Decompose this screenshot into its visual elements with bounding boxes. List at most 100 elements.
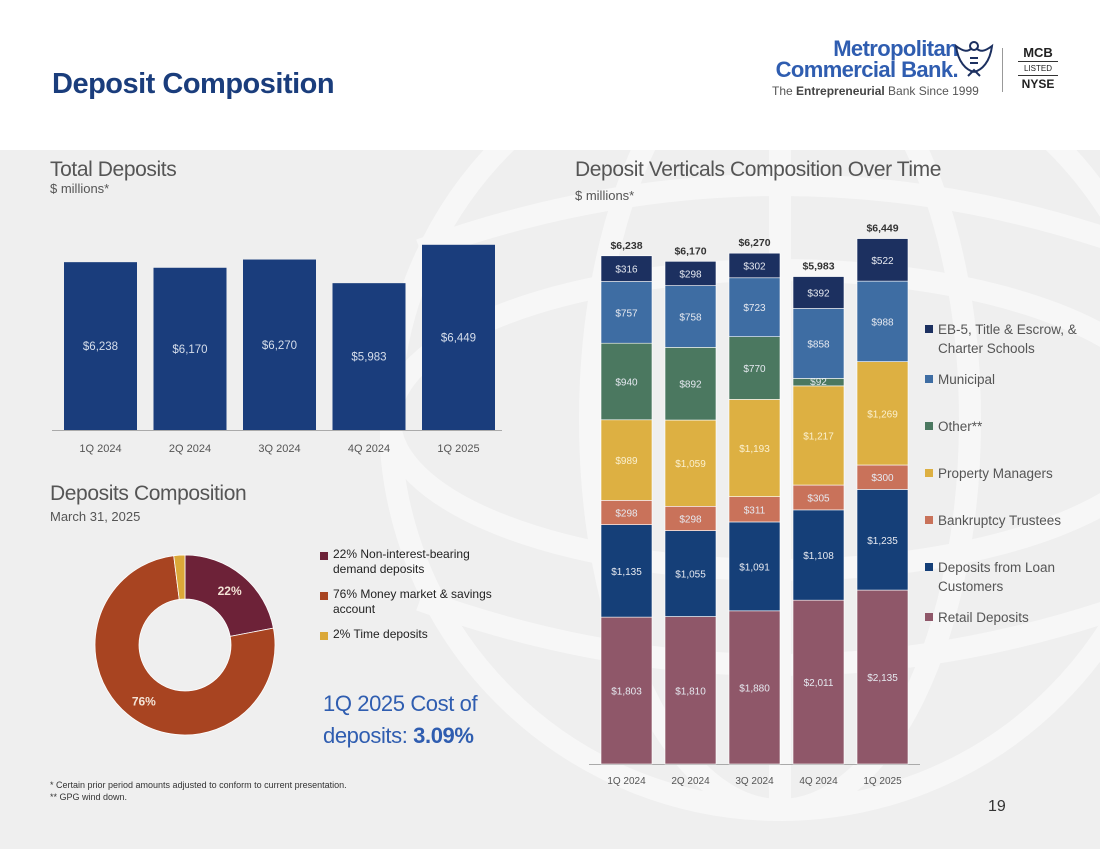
donut-legend-item: 2% Time deposits: [320, 627, 495, 642]
stacked-segment-label: $311: [744, 505, 766, 516]
total-bar-label: $6,170: [172, 344, 207, 356]
total-deposits-title: Total Deposits: [50, 158, 177, 181]
stacked-segment-municipal: [664, 285, 717, 348]
donut-legend-item: 22% Non-interest-bearing demand deposits: [320, 547, 495, 577]
total-deposits-subtitle: $ millions*: [50, 181, 110, 196]
legend-swatch: [320, 552, 328, 560]
legend-swatch: [925, 325, 933, 333]
cost-of-deposits-value: 3.09%: [413, 723, 474, 748]
nyse-ticker-badge: MCB LISTED NYSE: [1018, 46, 1058, 91]
stacked-segment-eb5: [856, 238, 909, 282]
verticals-legend-item: Bankruptcy Trustees: [925, 511, 1090, 530]
total-bar-label: $6,270: [262, 340, 297, 352]
logo-name: Metropolitan Commercial Bank.: [775, 36, 959, 82]
stacked-segment-label: $758: [679, 312, 702, 323]
total-bar-label: $5,983: [351, 352, 386, 364]
company-logo: Metropolitan Commercial Bank. The Entrep…: [770, 36, 1070, 106]
stacked-segment-municipal: [728, 277, 781, 337]
stacked-segment-eb5: [728, 252, 781, 279]
stacked-segment-label: $858: [807, 339, 830, 350]
total-bar: [422, 244, 495, 430]
stacked-segment-label: $302: [743, 261, 766, 272]
stacked-segment-label: $298: [679, 269, 702, 280]
footnote-1: * Certain prior period amounts adjusted …: [50, 780, 347, 790]
donut-legend-label: 22% Non-interest-bearing demand deposits: [333, 547, 470, 576]
stacked-segment-retail: [664, 616, 717, 765]
stacked-segment-label: $392: [807, 289, 830, 300]
stacked-segment-label: $305: [807, 493, 830, 504]
stacked-segment-other: [728, 336, 781, 400]
total-deposits-chart: $6,238 1Q 2024 $6,170 2Q 2024 $6,270 3Q 2024 $…: [52, 244, 502, 455]
deposits-composition-subtitle: March 31, 2025: [50, 509, 141, 524]
donut-legend-item: 76% Money market & savings account: [320, 587, 495, 617]
stacked-segment-property: [728, 399, 781, 497]
deposits-composition-donut: 22% 76%: [94, 554, 276, 736]
stacked-total-label: $6,238: [610, 240, 642, 252]
stacked-segment-retail: [728, 610, 781, 765]
stacked-segment-label: $300: [871, 473, 894, 484]
verticals-legend-item: Deposits from Loan Customers: [925, 558, 1090, 596]
stacked-segment-label: $1,193: [739, 444, 770, 455]
total-x-tick: 3Q 2024: [258, 443, 300, 455]
stacked-segment-label: $1,055: [675, 570, 706, 581]
stacked-total-label: $5,983: [802, 261, 834, 273]
verticals-legend-item: Property Managers: [925, 464, 1090, 483]
total-x-tick: 1Q 2024: [79, 443, 121, 455]
stacked-segment-label: $2,135: [867, 673, 898, 684]
stacked-segment-label: $892: [679, 380, 702, 391]
stacked-segment-label: $298: [615, 509, 638, 520]
legend-swatch: [925, 469, 933, 477]
stacked-segment-label: $757: [615, 308, 638, 319]
stacked-segment-property: [664, 419, 717, 507]
verticals-legend-item: Other**: [925, 417, 1090, 436]
donut-slice-label: 76%: [132, 695, 156, 709]
eagle-icon: [954, 41, 994, 77]
verticals-legend-label: Other**: [938, 419, 983, 434]
stacked-total-label: $6,170: [674, 245, 706, 257]
stacked-segment-municipal: [600, 281, 653, 344]
stacked-segment-retail: [600, 616, 653, 765]
verticals-legend: EB-5, Title & Escrow, & Charter Schools M…: [925, 320, 1090, 627]
cost-of-deposits-note: 1Q 2025 Cost of deposits: 3.09%: [323, 691, 478, 748]
footnote-2: ** GPG wind down.: [50, 792, 128, 802]
total-bar: [332, 283, 406, 430]
donut-legend-label: 76% Money market & savings account: [333, 587, 492, 616]
total-bar: [153, 267, 227, 430]
total-x-tick: 4Q 2024: [348, 443, 390, 455]
stacked-segment-retail: [856, 589, 909, 765]
logo-tagline: The Entrepreneurial Bank Since 1999: [772, 84, 979, 98]
legend-swatch: [925, 563, 933, 571]
stacked-segment-label: $940: [615, 377, 638, 388]
stacked-segment-eb5: [792, 276, 845, 309]
stacked-segment-label: $522: [871, 256, 894, 267]
stacked-segment-other: [664, 347, 717, 421]
verticals-legend-item: Municipal: [925, 370, 1090, 389]
stacked-segment-label: $989: [615, 456, 638, 467]
donut-legend: 22% Non-interest-bearing demand deposits…: [320, 547, 495, 652]
stacked-segment-loan: [856, 489, 909, 591]
stacked-segment-label: $1,235: [867, 536, 898, 547]
verticals-x-tick: 2Q 2024: [671, 776, 710, 787]
deposits-composition-title: Deposits Composition: [50, 482, 247, 505]
total-bar: [64, 262, 137, 430]
stacked-segment-label: $1,059: [675, 459, 706, 470]
total-bar-label: $6,449: [441, 332, 476, 344]
stacked-segment-loan: [792, 509, 845, 601]
legend-swatch: [925, 613, 933, 621]
verticals-subtitle: $ millions*: [575, 188, 635, 203]
verticals-legend-label: Bankruptcy Trustees: [938, 513, 1062, 528]
logo-divider: [1002, 48, 1003, 92]
total-x-tick: 1Q 2025: [437, 443, 479, 455]
verticals-legend-item: EB-5, Title & Escrow, & Charter Schools: [925, 320, 1090, 358]
stacked-segment-label: $1,091: [739, 562, 770, 573]
stacked-segment-eb5: [600, 255, 653, 282]
stacked-segment-label: $1,217: [803, 431, 834, 442]
donut-slice: [94, 555, 276, 736]
stacked-segment-bankruptcy: [600, 500, 653, 525]
verticals-legend-label: Property Managers: [938, 466, 1053, 481]
stacked-segment-bankruptcy: [856, 464, 909, 490]
stacked-total-label: $6,449: [866, 223, 898, 235]
stacked-segment-label: $2,011: [804, 678, 834, 689]
footnotes: * Certain prior period amounts adjusted …: [50, 779, 347, 803]
stacked-segment-label: $1,880: [739, 683, 770, 694]
